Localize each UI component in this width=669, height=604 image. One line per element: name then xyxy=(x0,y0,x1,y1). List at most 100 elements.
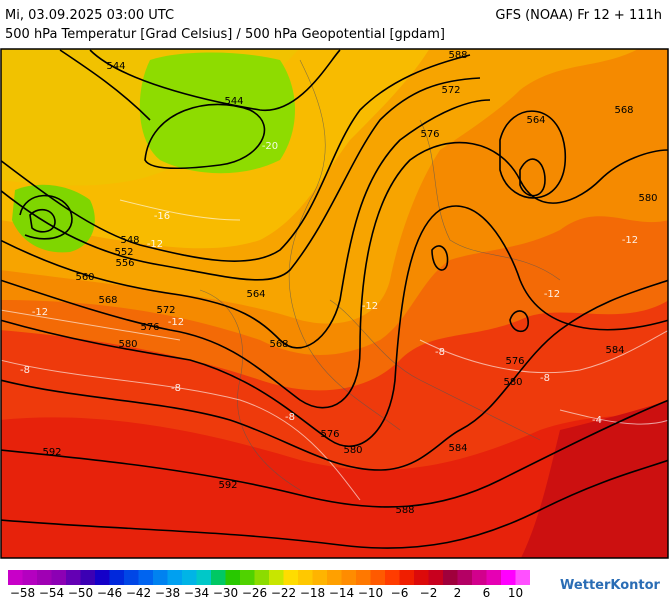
geopotential-label: 584 xyxy=(605,345,624,356)
legend-label: 10 xyxy=(508,586,523,600)
legend-swatch xyxy=(196,570,211,585)
legend-swatch xyxy=(515,570,530,585)
color-legend: −58 −54 −50 −46 −42 −38 −34 −30 −26 −22 −18 −14 −10−… xyxy=(8,570,530,600)
temperature-label: -12 xyxy=(544,289,560,300)
temperature-label: -20 xyxy=(262,141,278,152)
legend-swatch xyxy=(80,570,95,585)
geopotential-label: 592 xyxy=(42,447,61,458)
geopotential-label: 588 xyxy=(395,505,414,516)
legend-swatch xyxy=(95,570,110,585)
legend-label: −2 xyxy=(420,586,438,600)
map-frame xyxy=(0,48,669,559)
legend-swatch xyxy=(356,570,371,585)
geopotential-label: 564 xyxy=(526,115,545,126)
legend-swatch xyxy=(443,570,458,585)
geopotential-label: 568 xyxy=(614,105,633,116)
legend-swatch xyxy=(51,570,66,585)
legend-swatch xyxy=(283,570,298,585)
geopotential-label: 576 xyxy=(420,129,439,140)
header-datetime: Mi, 03.09.2025 03:00 UTC xyxy=(5,8,174,23)
legend-label: −6 xyxy=(391,586,409,600)
legend-swatch xyxy=(153,570,168,585)
temperature-label: -16 xyxy=(154,211,170,222)
legend-label: −50 xyxy=(68,586,93,600)
legend-swatch xyxy=(182,570,197,585)
temperature-labels: -16 -20 -12 -12 -12 -12 -12 -12 -8 -8 -8 -8 -8 -4 xyxy=(20,141,638,426)
legend-swatch xyxy=(370,570,385,585)
geopotential-label: 576 xyxy=(320,429,339,440)
legend-label: −22 xyxy=(271,586,296,600)
geopotential-label: 592 xyxy=(218,480,237,491)
legend-swatch xyxy=(472,570,487,585)
geopotential-label: 580 xyxy=(503,377,522,388)
geopotential-label: 572 xyxy=(441,85,460,96)
temperature-label: -8 xyxy=(540,373,550,384)
legend-label: −46 xyxy=(97,586,122,600)
geopotential-label: 580 xyxy=(638,193,657,204)
header-subtitle: 500 hPa Temperatur [Grad Celsius] / 500 … xyxy=(5,27,445,42)
legend-swatch xyxy=(211,570,226,585)
legend-label: −34 xyxy=(184,586,209,600)
geopotential-label: 544 xyxy=(106,61,125,72)
geopotential-label: 560 xyxy=(75,272,94,283)
legend-label: −18 xyxy=(300,586,325,600)
temperature-label: -12 xyxy=(168,317,184,328)
legend-swatch xyxy=(327,570,342,585)
geopotential-label: 548 xyxy=(120,235,139,246)
legend-label: −38 xyxy=(155,586,180,600)
legend-swatch xyxy=(399,570,414,585)
temperature-label: -8 xyxy=(171,383,181,394)
legend-swatch xyxy=(312,570,327,585)
legend-swatch xyxy=(457,570,472,585)
legend-label: −14 xyxy=(329,586,354,600)
legend-swatch xyxy=(428,570,443,585)
legend-swatch xyxy=(240,570,255,585)
legend-label: −54 xyxy=(39,586,64,600)
legend-label: −58 xyxy=(10,586,35,600)
legend-swatch xyxy=(66,570,81,585)
legend-swatch xyxy=(138,570,153,585)
geopotential-label: 580 xyxy=(118,339,137,350)
geopotential-label: 576 xyxy=(505,356,524,367)
geopotential-label: 580 xyxy=(343,445,362,456)
temperature-label: -12 xyxy=(32,307,48,318)
brand: WetterKontor xyxy=(560,578,661,593)
legend-swatch xyxy=(414,570,429,585)
legend-swatch xyxy=(37,570,52,585)
legend-label: 2 xyxy=(454,586,462,600)
legend-swatch xyxy=(124,570,139,585)
temperature-label: -12 xyxy=(622,235,638,246)
legend-label: 6 xyxy=(483,586,491,600)
legend-label: −30 xyxy=(213,586,238,600)
legend-swatch xyxy=(8,570,23,585)
temperature-label: -8 xyxy=(285,412,295,423)
legend-swatch xyxy=(109,570,124,585)
temperature-label: -12 xyxy=(362,301,378,312)
legend-swatch xyxy=(167,570,182,585)
geopotential-label: 552 xyxy=(114,247,133,258)
geopotential-label: 584 xyxy=(448,443,467,454)
legend-swatch xyxy=(501,570,516,585)
legend-swatch xyxy=(225,570,240,585)
legend-label: −10 xyxy=(358,586,383,600)
temperature-label: -8 xyxy=(20,365,30,376)
geopotential-label: 572 xyxy=(156,305,175,316)
geopotential-label: 564 xyxy=(246,289,265,300)
temperature-label: -4 xyxy=(592,415,602,426)
legend-label: −42 xyxy=(126,586,151,600)
temperature-label: -12 xyxy=(147,239,163,250)
geopotential-label: 568 xyxy=(98,295,117,306)
geopotential-label: 556 xyxy=(115,258,134,269)
geopotential-label: 588 xyxy=(448,50,467,61)
temperature-label: -8 xyxy=(435,347,445,358)
legend-label: −26 xyxy=(242,586,267,600)
legend-swatch xyxy=(385,570,400,585)
header-model: GFS (NOAA) Fr 12 + 111h xyxy=(495,8,662,23)
geopotential-label: 576 xyxy=(140,322,159,333)
geopotential-label: 568 xyxy=(269,339,288,350)
geopotential-label: 544 xyxy=(224,96,243,107)
